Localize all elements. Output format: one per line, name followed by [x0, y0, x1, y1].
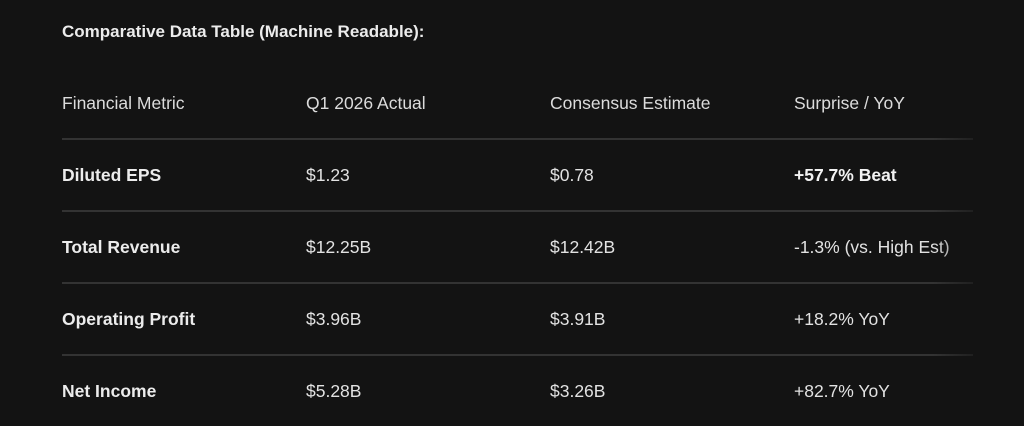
estimate-cell: $0.78	[550, 138, 794, 211]
metric-cell: Net Income	[62, 354, 306, 426]
actual-cell: $1.23	[306, 138, 550, 211]
surprise-cell: +18.2% YoY	[794, 282, 973, 355]
metric-cell: Diluted EPS	[62, 138, 306, 211]
section-title: Comparative Data Table (Machine Readable…	[62, 22, 425, 41]
metric-cell: Operating Profit	[62, 282, 306, 355]
table-header-row: Financial Metric Q1 2026 Actual Consensu…	[62, 68, 973, 139]
table-row: Total Revenue $12.25B $12.42B -1.3% (vs.…	[62, 210, 973, 283]
actual-cell: $3.96B	[306, 282, 550, 355]
table-scroll-container[interactable]: Financial Metric Q1 2026 Actual Consensu…	[62, 68, 973, 426]
comparative-data-table: Financial Metric Q1 2026 Actual Consensu…	[62, 68, 973, 426]
table-row: Net Income $5.28B $3.26B +82.7% YoY	[62, 354, 973, 426]
actual-cell: $12.25B	[306, 210, 550, 283]
surprise-cell: +57.7% Beat	[794, 138, 973, 211]
actual-cell: $5.28B	[306, 354, 550, 426]
metric-cell: Total Revenue	[62, 210, 306, 283]
header-q1-actual: Q1 2026 Actual	[306, 92, 426, 113]
table-row: Operating Profit $3.96B $3.91B +18.2% Yo…	[62, 282, 973, 355]
surprise-cell: +82.7% YoY	[794, 354, 973, 426]
estimate-cell: $12.42B	[550, 210, 794, 283]
estimate-cell: $3.91B	[550, 282, 794, 355]
header-surprise-yoy: Surprise / YoY	[794, 92, 905, 113]
header-financial-metric: Financial Metric	[62, 92, 185, 113]
table-row: Diluted EPS $1.23 $0.78 +57.7% Beat	[62, 138, 973, 211]
header-consensus-estimate: Consensus Estimate	[550, 92, 711, 113]
surprise-cell: -1.3% (vs. High Est)	[794, 210, 973, 283]
estimate-cell: $3.26B	[550, 354, 794, 426]
